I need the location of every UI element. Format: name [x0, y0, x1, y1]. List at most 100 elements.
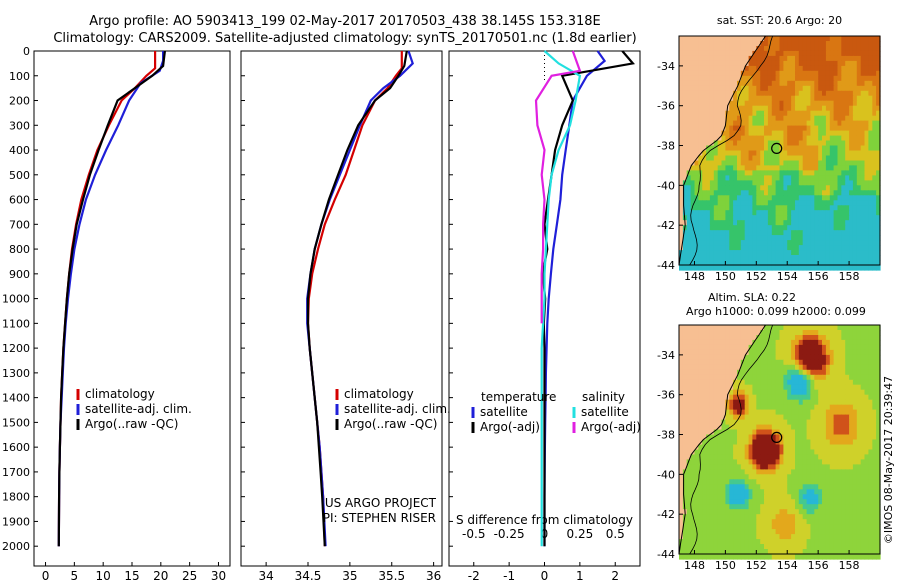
map-cell	[691, 116, 696, 122]
map-cell	[814, 170, 819, 176]
map-cell	[741, 445, 746, 451]
map-cell	[679, 190, 684, 196]
map-cell	[822, 509, 827, 515]
map-cell	[741, 489, 746, 495]
map-cell	[752, 240, 757, 246]
map-cell	[810, 539, 815, 545]
map-cell	[826, 330, 831, 336]
map-cell	[745, 435, 750, 441]
map-cell	[752, 454, 757, 460]
map-cell	[822, 255, 827, 261]
map-cell	[741, 165, 746, 171]
map-cell	[799, 101, 804, 107]
map-cell	[776, 111, 781, 117]
map-cell	[710, 71, 715, 77]
map-cell	[722, 390, 727, 396]
map-cell	[799, 420, 804, 426]
map-cell	[710, 151, 715, 157]
map-cell	[780, 345, 785, 351]
map-cell	[776, 51, 781, 57]
map-cell	[857, 459, 862, 465]
map-cell	[853, 405, 858, 411]
map-cell	[868, 489, 873, 495]
map-cell	[826, 71, 831, 77]
map-cell	[787, 111, 792, 117]
map-cell	[702, 375, 707, 381]
map-cell	[857, 106, 862, 112]
map-cell	[687, 479, 692, 485]
map-cell	[764, 390, 769, 396]
map-cell	[691, 330, 696, 336]
map-cell	[780, 200, 785, 206]
map-cell	[803, 250, 808, 256]
map-cell	[714, 96, 719, 102]
map-cell	[841, 51, 846, 57]
map-cell	[714, 420, 719, 426]
map-cell	[733, 395, 738, 401]
map-cell	[764, 230, 769, 236]
map-cell	[834, 111, 839, 117]
map-cell	[822, 360, 827, 366]
map-cell	[752, 165, 757, 171]
map-cell	[857, 180, 862, 186]
map-cell	[733, 230, 738, 236]
map-cell	[857, 514, 862, 520]
map-cell	[845, 91, 850, 97]
map-cell	[698, 76, 703, 82]
map-cell	[857, 395, 862, 401]
map-cell	[764, 91, 769, 97]
map-cell	[722, 101, 727, 107]
map-cell	[768, 504, 773, 510]
map-cell	[857, 375, 862, 381]
map-cell	[857, 245, 862, 251]
map-cell	[722, 370, 727, 376]
map-cell	[845, 330, 850, 336]
map-cell	[853, 235, 858, 241]
map-cell	[714, 81, 719, 87]
map-cell	[868, 46, 873, 52]
map-cell	[745, 474, 750, 480]
map-cell	[803, 126, 808, 132]
map-cell	[841, 175, 846, 181]
map-cell	[857, 136, 862, 142]
map-cell	[810, 415, 815, 421]
map-cell	[853, 91, 858, 97]
map-cell	[865, 380, 870, 386]
map-cell	[725, 170, 730, 176]
map-cell	[725, 195, 730, 201]
map-cell	[791, 390, 796, 396]
map-cell	[756, 250, 761, 256]
map-cell	[865, 210, 870, 216]
legend-entry: satellite	[581, 405, 629, 419]
map-cell	[698, 425, 703, 431]
map-cell	[756, 205, 761, 211]
map-cell	[834, 474, 839, 480]
map-cell	[841, 36, 846, 42]
map-cell	[803, 36, 808, 42]
map-cell	[841, 544, 846, 550]
map-cell	[698, 514, 703, 520]
map-cell	[826, 529, 831, 535]
map-cell	[845, 380, 850, 386]
map-cell	[853, 71, 858, 77]
map-cell	[810, 360, 815, 366]
map-cell	[768, 539, 773, 545]
legend-entry: Argo(..raw -QC)	[85, 417, 178, 431]
map-cell	[702, 36, 707, 42]
map-cell	[698, 220, 703, 226]
map-cell	[803, 141, 808, 147]
map-cell	[722, 41, 727, 47]
map-cell	[752, 514, 757, 520]
map-cell	[803, 146, 808, 152]
map-cell	[756, 225, 761, 231]
map-cell	[780, 360, 785, 366]
map-cell	[764, 415, 769, 421]
map-cell	[741, 255, 746, 261]
map-cell	[780, 415, 785, 421]
map-cell	[814, 180, 819, 186]
map-cell	[710, 504, 715, 510]
map-cell	[787, 519, 792, 525]
map-cell	[857, 420, 862, 426]
map-cell	[776, 230, 781, 236]
map-cell	[752, 146, 757, 152]
